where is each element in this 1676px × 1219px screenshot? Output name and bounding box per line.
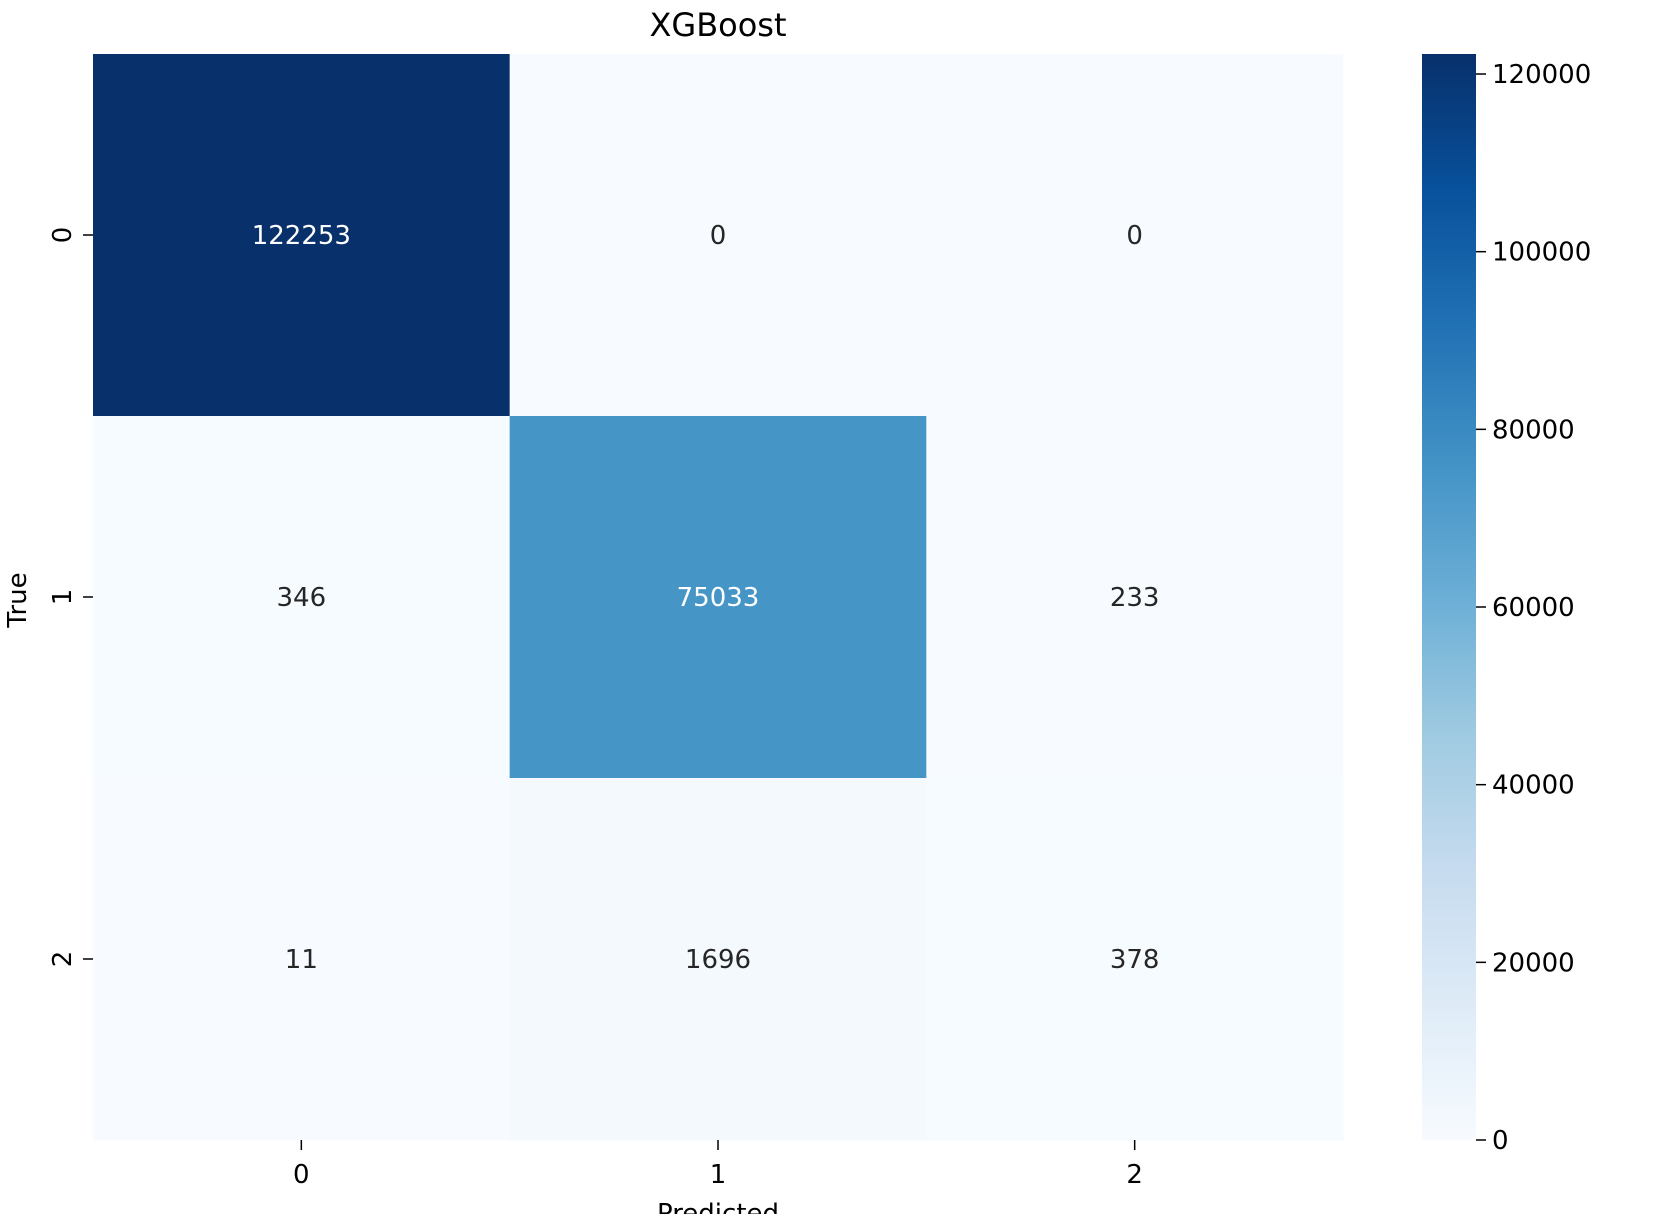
heatmap-cell-r1-c0 (93, 416, 511, 779)
colorbar (1422, 54, 1476, 1140)
y-axis-ticks: 0 1 2 (48, 227, 93, 968)
heatmap-cell-r2-c2 (926, 778, 1344, 1141)
cell-value-label-r2-c1: 1696 (685, 945, 751, 975)
cell-value-label-r2-c2: 378 (1110, 945, 1160, 975)
colorbar-ticks: 0 20000 40000 60000 80000 100000 120000 (1476, 60, 1591, 1156)
heatmap-cell-r0-c1 (509, 54, 927, 417)
chart-title: XGBoost (649, 6, 786, 44)
heatmap-cell-r0-c0 (93, 54, 511, 417)
heatmap-cell-r1-c2 (926, 416, 1344, 779)
x-tick-label-0: 0 (293, 1160, 310, 1190)
cell-value-label-r2-c0: 11 (285, 945, 318, 975)
y-tick-label-1: 1 (48, 589, 78, 606)
y-tick-label-2: 2 (48, 951, 78, 968)
x-tick-label-1: 1 (710, 1160, 727, 1190)
colorbar-tick-label-5: 100000 (1492, 238, 1591, 268)
cell-value-label-r0-c2: 0 (1126, 221, 1143, 251)
cell-value-label-r1-c1: 75033 (677, 583, 760, 613)
heatmap-cell-labels: 122253 0 0 346 75033 233 11 1696 378 (252, 221, 1160, 975)
cell-value-label-r0-c0: 122253 (252, 221, 351, 251)
colorbar-tick-label-0: 0 (1492, 1126, 1509, 1156)
x-tick-label-2: 2 (1126, 1160, 1143, 1190)
heatmap-cell-r2-c0 (93, 778, 511, 1141)
y-tick-label-0: 0 (48, 227, 78, 244)
heatmap-cell-r2-c1 (509, 778, 927, 1141)
x-axis-ticks: 0 1 2 (293, 1140, 1143, 1190)
colorbar-tick-label-4: 80000 (1492, 415, 1575, 445)
heatmap-cells (93, 54, 1344, 1141)
cell-value-label-r1-c0: 346 (277, 583, 327, 613)
heatmap-cell-r0-c2 (926, 54, 1344, 417)
heatmap-cell-r1-c1 (509, 416, 927, 779)
colorbar-tick-label-1: 20000 (1492, 948, 1575, 978)
colorbar-tick-label-2: 40000 (1492, 771, 1575, 801)
colorbar-tick-label-6: 120000 (1492, 60, 1591, 90)
cell-value-label-r1-c2: 233 (1110, 583, 1160, 613)
y-axis-label: True (3, 572, 33, 628)
cell-value-label-r0-c1: 0 (710, 221, 727, 251)
colorbar-tick-label-3: 60000 (1492, 593, 1575, 623)
x-axis-label: Predicted (657, 1199, 779, 1214)
